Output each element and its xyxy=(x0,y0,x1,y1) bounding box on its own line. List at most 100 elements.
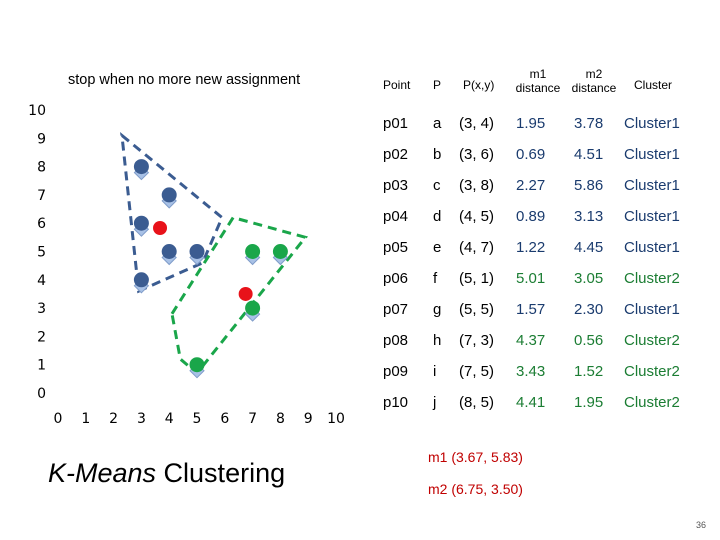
y-tick-label: 6 xyxy=(37,216,46,232)
cluster2-point xyxy=(189,357,205,373)
cell-point: p04 xyxy=(383,208,409,225)
y-tick-label: 9 xyxy=(37,131,46,147)
cell-m1-distance: 2.27 xyxy=(516,177,546,194)
cell-xy: (3, 6) xyxy=(459,146,495,163)
y-tick-label: 3 xyxy=(37,301,46,317)
cell-cluster: Cluster1 xyxy=(624,177,680,194)
cell-p: j xyxy=(433,394,437,411)
table-row: p08 h (7, 3) 4.37 0.56 Cluster2 xyxy=(0,332,720,363)
cluster1-point xyxy=(133,159,149,175)
cell-point: p07 xyxy=(383,301,409,318)
cell-xy: (4, 7) xyxy=(459,239,495,256)
cell-cluster: Cluster1 xyxy=(624,146,680,163)
cell-xy: (8, 5) xyxy=(459,394,495,411)
cell-point: p06 xyxy=(383,270,409,287)
centroid-m2: m2 (6.75, 3.50) xyxy=(428,481,523,497)
cell-m1-distance: 1.22 xyxy=(516,239,546,256)
cluster2-point xyxy=(245,300,261,316)
cell-m2-distance: 1.95 xyxy=(574,394,604,411)
cell-p: h xyxy=(433,332,442,349)
cell-cluster: Cluster2 xyxy=(624,394,680,411)
cluster1-boundary xyxy=(120,131,224,294)
cell-m2-distance: 0.56 xyxy=(574,332,604,349)
header-point: Point xyxy=(383,78,411,92)
centroid-m1: m1 (3.67, 5.83) xyxy=(428,449,523,465)
cell-m1-distance: 3.43 xyxy=(516,363,546,380)
x-tick-label: 0 xyxy=(54,411,63,427)
cluster1-point xyxy=(133,272,149,288)
x-tick-label: 4 xyxy=(165,411,174,427)
header-m1-distance: m1 distance xyxy=(508,67,568,95)
cell-cluster: Cluster1 xyxy=(624,239,680,256)
y-tick-label: 8 xyxy=(37,160,46,176)
cluster1-point xyxy=(133,215,149,231)
y-tick-label: 4 xyxy=(37,273,46,289)
x-tick-label: 9 xyxy=(304,411,313,427)
cell-cluster: Cluster1 xyxy=(624,115,680,132)
scatter-plot: 0 1 2 3 4 5 6 7 8 9 10 0 1 2 3 4 5 6 7 8 9 10 xyxy=(28,103,345,427)
title-italic: K-Means xyxy=(48,458,157,488)
y-tick-label: 2 xyxy=(37,329,46,345)
cell-m1-distance: 0.89 xyxy=(516,208,546,225)
x-tick-label: 10 xyxy=(327,411,345,427)
page-number: 36 xyxy=(695,520,706,530)
cell-cluster: Cluster1 xyxy=(624,208,680,225)
cell-point: p09 xyxy=(383,363,409,380)
cluster1-point xyxy=(189,244,205,259)
cell-cluster: Cluster2 xyxy=(624,270,680,287)
table-row: p05 e (4, 7) 1.22 4.45 Cluster1 xyxy=(0,239,720,270)
cell-p: c xyxy=(433,177,441,194)
cell-xy: (7, 5) xyxy=(459,363,495,380)
cell-point: p02 xyxy=(383,146,409,163)
cluster1-point xyxy=(161,244,177,259)
header-m2-distance: m2 distance xyxy=(564,67,624,95)
x-tick-label: 7 xyxy=(248,411,257,427)
centroid-point xyxy=(153,221,168,236)
x-tick-label: 2 xyxy=(109,411,118,427)
cell-m2-distance: 1.52 xyxy=(574,363,604,380)
header-m2-line-1: distance xyxy=(571,81,617,95)
header-cluster: Cluster xyxy=(634,78,673,92)
cell-xy: (3, 8) xyxy=(459,177,495,194)
cluster2-point xyxy=(272,244,288,259)
cell-m2-distance: 4.45 xyxy=(574,239,604,256)
cell-point: p08 xyxy=(383,332,409,349)
table-row: p09 i (7, 5) 3.43 1.52 Cluster2 xyxy=(0,363,720,394)
table-row: p10 j (8, 5) 4.41 1.95 Cluster2 xyxy=(0,394,720,425)
cell-m1-distance: 5.01 xyxy=(516,270,546,287)
cell-m2-distance: 4.51 xyxy=(574,146,604,163)
y-tick-label: 7 xyxy=(37,188,46,204)
cell-p: d xyxy=(433,208,442,225)
table-row: p06 f (5, 1) 5.01 3.05 Cluster2 xyxy=(0,270,720,301)
centroid-point xyxy=(238,286,253,301)
cell-m1-distance: 0.69 xyxy=(516,146,546,163)
table-row: p01 a (3, 4) 1.95 3.78 Cluster1 xyxy=(0,115,720,146)
cell-xy: (5, 5) xyxy=(459,301,495,318)
cell-point: p03 xyxy=(383,177,409,194)
x-tick-label: 3 xyxy=(137,411,146,427)
slide-title: K-Means Clustering xyxy=(48,458,285,489)
x-tick-label: 6 xyxy=(220,411,229,427)
cell-point: p10 xyxy=(383,394,409,411)
cell-xy: (4, 5) xyxy=(459,208,495,225)
y-tick-label: 10 xyxy=(28,103,46,119)
x-tick-label: 1 xyxy=(81,411,90,427)
cell-m2-distance: 5.86 xyxy=(574,177,604,194)
cell-m1-distance: 1.57 xyxy=(516,301,546,318)
cell-m2-distance: 3.13 xyxy=(574,208,604,225)
y-tick-label: 0 xyxy=(37,386,46,402)
cell-cluster: Cluster1 xyxy=(624,301,680,318)
header-m1-line-0: m1 xyxy=(529,67,547,81)
cell-xy: (7, 3) xyxy=(459,332,495,349)
cluster2-point xyxy=(245,244,261,259)
cell-p: i xyxy=(433,363,437,380)
table-row: p07 g (5, 5) 1.57 2.30 Cluster1 xyxy=(0,301,720,332)
x-tick-label: 5 xyxy=(193,411,202,427)
cell-m1-distance: 1.95 xyxy=(516,115,546,132)
header-m2-line-0: m2 xyxy=(585,67,603,81)
cell-xy: (5, 1) xyxy=(459,270,495,287)
title-rest: Clustering xyxy=(156,458,286,488)
header-xy: P(x,y) xyxy=(463,78,495,92)
headline: stop when no more new assignment xyxy=(68,72,301,88)
cell-point: p05 xyxy=(383,239,409,256)
